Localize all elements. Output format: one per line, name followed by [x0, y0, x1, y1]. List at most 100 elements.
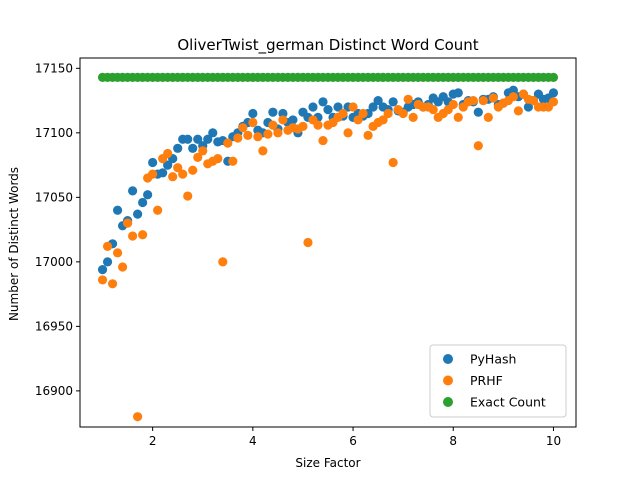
data-point — [333, 102, 343, 112]
data-point — [148, 157, 158, 168]
data-point — [368, 102, 378, 112]
x-tick-label: 4 — [249, 434, 257, 448]
data-point — [128, 231, 138, 241]
data-point — [153, 205, 163, 215]
data-point — [348, 102, 358, 112]
data-point — [243, 130, 253, 141]
data-point — [218, 257, 228, 267]
y-tick-label: 16950 — [35, 319, 73, 333]
data-point — [148, 169, 158, 179]
data-point — [453, 112, 463, 122]
data-point — [398, 108, 408, 119]
data-point — [388, 97, 398, 107]
chart-title: OliverTwist_german Distinct Word Count — [177, 36, 478, 55]
data-point — [133, 412, 143, 422]
data-point — [138, 197, 148, 208]
series-prhf — [97, 89, 559, 422]
y-tick-label: 17100 — [35, 126, 73, 140]
data-point — [123, 218, 133, 228]
x-tick-label: 6 — [349, 434, 357, 448]
data-point — [138, 230, 148, 240]
data-point — [428, 105, 438, 115]
data-point — [97, 264, 108, 275]
legend-marker — [443, 397, 453, 407]
legend: PyHash PRHF Exact Count — [429, 344, 567, 418]
legend-marker — [443, 354, 453, 364]
data-point — [508, 85, 518, 95]
data-point — [303, 237, 313, 248]
data-point — [183, 191, 193, 201]
data-point — [273, 128, 283, 138]
data-point — [248, 108, 258, 119]
data-point — [453, 88, 463, 98]
y-tick-label: 17150 — [35, 61, 73, 75]
data-point — [308, 102, 318, 112]
y-tick-label: 17000 — [35, 255, 73, 269]
data-point — [173, 163, 183, 173]
plot-area: 2 4 6 8 10 16900 16950 17000 17050 17100 17150 — [35, 57, 577, 448]
data-point — [188, 143, 198, 153]
series-exact-count — [97, 72, 559, 82]
data-point — [268, 107, 278, 117]
data-point — [468, 95, 478, 106]
data-point — [488, 93, 498, 103]
data-point — [163, 148, 173, 159]
data-point — [193, 152, 203, 162]
y-axis-label: Number of Distinct Words — [7, 167, 21, 321]
data-point — [318, 135, 328, 146]
data-point — [478, 95, 488, 106]
data-point — [483, 112, 493, 122]
legend-marker — [443, 375, 453, 386]
data-point — [188, 165, 198, 175]
data-point — [97, 275, 108, 285]
data-point — [112, 248, 123, 258]
x-tick-label: 8 — [449, 434, 457, 448]
data-point — [263, 129, 273, 139]
data-point — [548, 72, 559, 82]
data-point — [373, 95, 383, 106]
data-point — [508, 92, 518, 102]
data-point — [473, 107, 483, 117]
legend-label: PyHash — [470, 352, 516, 367]
data-point — [343, 128, 353, 138]
legend-label: Exact Count — [470, 395, 546, 410]
data-point — [448, 99, 458, 110]
data-point — [513, 106, 523, 116]
data-point — [358, 108, 368, 119]
data-point — [258, 146, 268, 156]
y-tick-label: 17050 — [35, 190, 73, 204]
data-point — [388, 157, 398, 168]
data-point — [117, 262, 128, 272]
legend-box — [429, 344, 567, 418]
data-point — [403, 94, 413, 104]
legend-label: PRHF — [470, 373, 503, 388]
data-point — [548, 97, 559, 107]
data-point — [278, 115, 288, 125]
data-point — [143, 190, 153, 200]
data-point — [378, 115, 388, 125]
data-point — [158, 168, 168, 178]
x-axis-label: Size Factor — [295, 456, 360, 470]
data-point — [548, 88, 559, 98]
data-point — [313, 120, 323, 130]
data-point — [288, 115, 298, 125]
data-point — [178, 169, 188, 179]
data-point — [383, 108, 393, 119]
data-point — [203, 134, 213, 144]
data-point — [268, 120, 278, 130]
data-point — [102, 241, 113, 251]
data-point — [528, 95, 539, 106]
x-tick-label: 2 — [149, 434, 157, 448]
data-point — [318, 97, 328, 107]
data-point — [278, 108, 288, 119]
data-point — [183, 134, 193, 144]
data-point — [338, 108, 348, 119]
data-point — [128, 186, 138, 196]
data-point — [228, 156, 238, 166]
data-point — [233, 133, 243, 143]
data-point — [173, 143, 183, 153]
data-point — [198, 146, 208, 156]
data-point — [133, 209, 143, 219]
